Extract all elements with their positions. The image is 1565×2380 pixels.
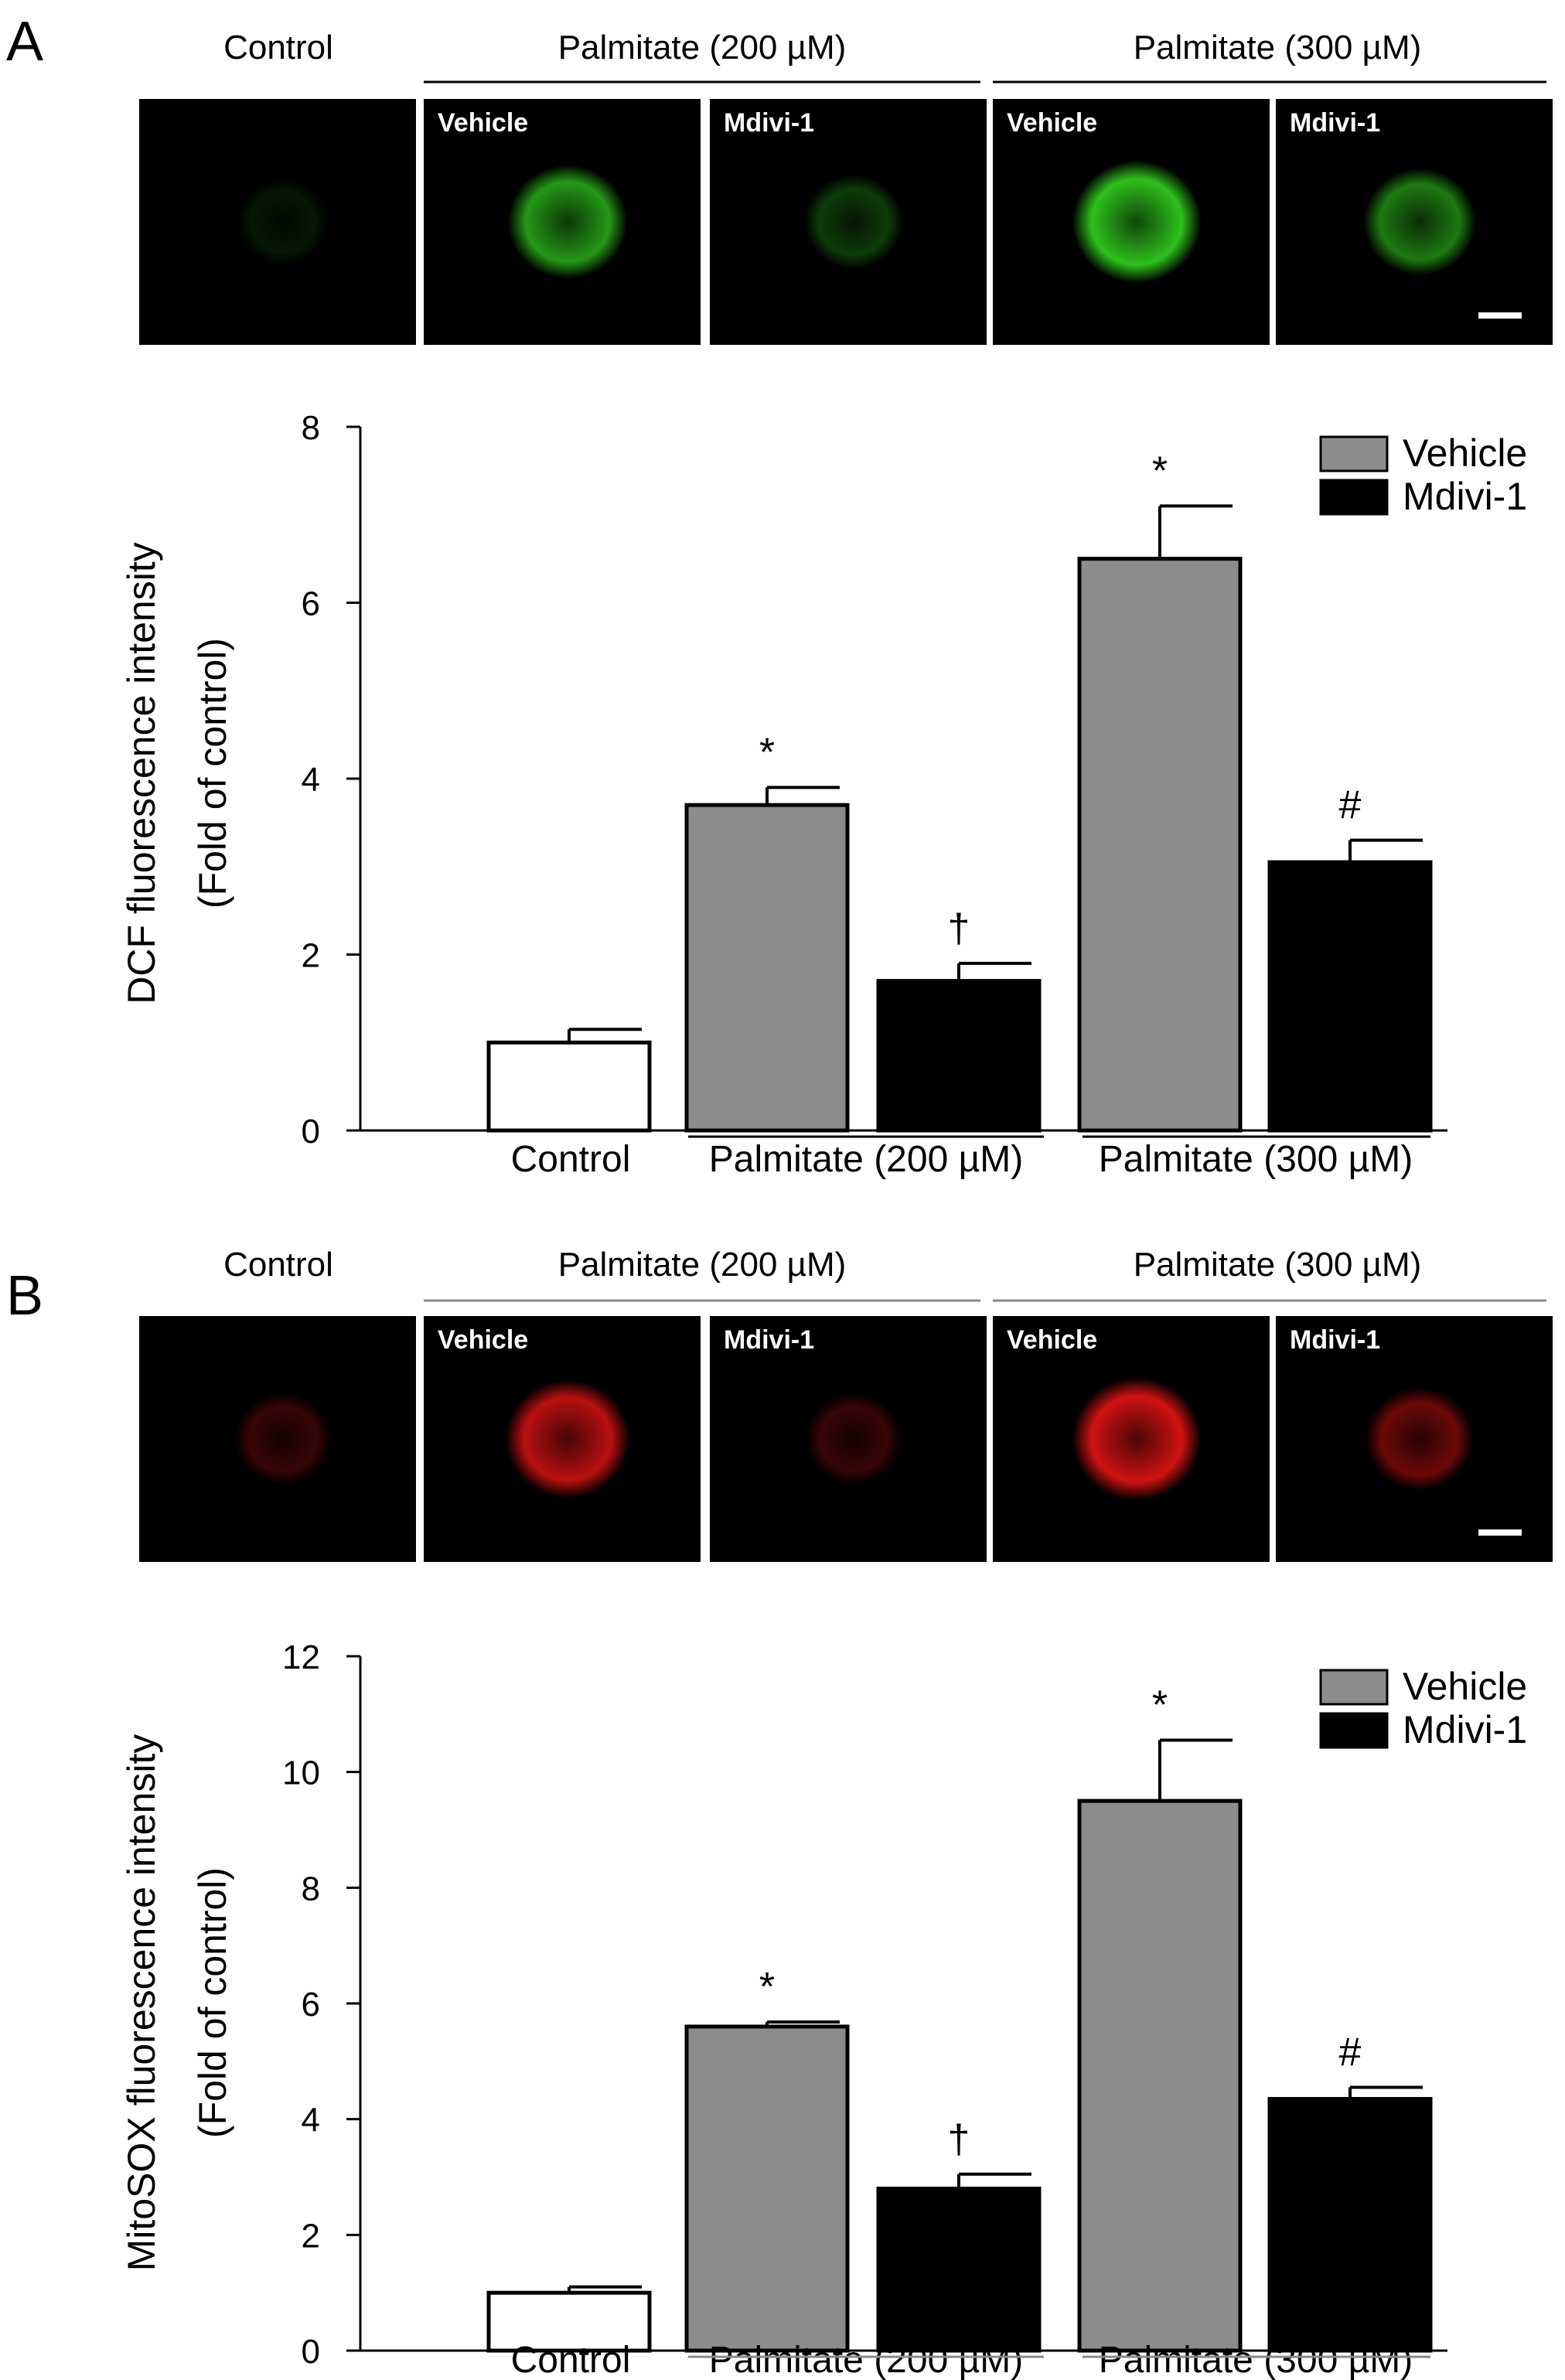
cell-fluorescence: [1072, 160, 1202, 284]
bar: [684, 803, 850, 1133]
y-tick-label: 2: [302, 937, 320, 975]
scale-bar: [1478, 312, 1522, 319]
x-group-label: Palmitate (300 µM): [1099, 2340, 1413, 2380]
bar: [486, 2290, 652, 2353]
y-tick-label: 4: [302, 761, 320, 799]
tile-label: Mdivi-1: [724, 108, 814, 138]
y-tick-label: 2: [302, 2217, 320, 2255]
panel-b: B Control Palmitate (200 µM) Palmitate (300…: [6, 1246, 1553, 2380]
tile-label: Mdivi-1: [1290, 1325, 1380, 1355]
panel-letter: A: [6, 11, 43, 73]
micrograph-tile: Mdivi-1: [710, 99, 987, 345]
y-tick-label: 10: [282, 1754, 320, 1792]
y-axis-label: (Fold of control): [191, 1867, 234, 2138]
micrograph-tile: Vehicle: [424, 99, 701, 345]
micrograph-header-group1: Palmitate (200 µM): [558, 29, 847, 66]
tile-label: Vehicle: [1007, 1325, 1097, 1355]
cell-fluorescence: [1072, 1377, 1202, 1501]
bar-chart: 0 2 4 6 8 10 12 MitoSOX fluorescence intensity (…: [120, 1638, 1527, 2380]
tile-label: Vehicle: [1007, 108, 1097, 138]
cell-fluorescence: [507, 165, 628, 279]
y-tick-label: 6: [302, 1986, 320, 2024]
legend-label: Mdivi-1: [1403, 1708, 1527, 1751]
significance-mark: *: [1152, 1683, 1168, 1728]
legend-swatch: [1319, 479, 1389, 516]
bar-chart: 0 2 4 6 8 DCF fluorescence intensity (Fold of …: [120, 409, 1527, 1180]
cell-fluorescence: [804, 175, 904, 269]
legend-swatch: [1319, 1712, 1389, 1749]
bar: [1077, 1799, 1243, 2353]
cell-fluorescence: [1366, 1387, 1475, 1491]
significance-mark: †: [948, 2117, 970, 2162]
micrograph-tile: [139, 1316, 416, 1562]
significance-mark: #: [1339, 783, 1362, 828]
micrograph-tile: Vehicle: [993, 1316, 1270, 1562]
legend-label: Vehicle: [1403, 431, 1527, 475]
micrograph-tile: Vehicle: [993, 99, 1270, 345]
micrograph-header-control: Control: [223, 29, 333, 66]
micrograph-header-group2: Palmitate (300 µM): [1134, 1246, 1422, 1284]
significance-mark: *: [759, 1965, 775, 2010]
y-axis-label: MitoSOX fluorescence intensity: [120, 1734, 163, 2272]
legend-label: Vehicle: [1403, 1665, 1527, 1708]
tile-label: Vehicle: [438, 1325, 528, 1355]
significance-mark: †: [948, 906, 970, 951]
micrograph-tile: [139, 99, 416, 345]
panel-letter: B: [6, 1265, 43, 1327]
scale-bar: [1478, 1529, 1522, 1536]
panel-a: A Control Palmitate (200 µM) Palmitate (300…: [6, 11, 1553, 1180]
legend-label: Mdivi-1: [1403, 475, 1527, 518]
cell-fluorescence: [237, 179, 329, 265]
micrograph-header-group1: Palmitate (200 µM): [558, 1246, 847, 1284]
bar: [876, 979, 1042, 1133]
tile-label: Mdivi-1: [724, 1325, 814, 1355]
x-group-label: Control: [511, 1139, 631, 1180]
micrograph-tile: Mdivi-1: [1276, 99, 1553, 345]
x-group-label: Palmitate (200 µM): [709, 2340, 1023, 2380]
significance-mark: *: [1152, 448, 1168, 493]
bar: [1077, 557, 1243, 1133]
x-group-label: Palmitate (300 µM): [1099, 1139, 1413, 1180]
bar: [1267, 2096, 1433, 2353]
legend-swatch: [1319, 1669, 1389, 1706]
tile-label: Mdivi-1: [1290, 108, 1380, 138]
legend-swatch: [1319, 435, 1389, 472]
y-tick-label: 12: [282, 1638, 320, 1676]
cell-fluorescence: [1363, 168, 1477, 276]
y-tick-label: 0: [302, 1113, 320, 1151]
bar: [486, 1040, 652, 1133]
micrograph-tile: Mdivi-1: [1276, 1316, 1553, 1562]
cell-fluorescence: [234, 1393, 332, 1485]
significance-mark: *: [759, 730, 775, 775]
y-tick-label: 8: [302, 1870, 320, 1908]
y-axis-label: DCF fluorescence intensity: [120, 542, 163, 1004]
cell-fluorescence: [805, 1393, 902, 1485]
micrograph-tile: Vehicle: [424, 1316, 701, 1562]
bar: [684, 2024, 850, 2353]
y-axis-label: (Fold of control): [191, 638, 234, 909]
bar: [876, 2186, 1042, 2353]
y-tick-label: 8: [302, 409, 320, 447]
y-tick-label: 4: [302, 2102, 320, 2140]
y-tick-label: 0: [302, 2333, 320, 2371]
x-group-label: Control: [511, 2340, 631, 2380]
micrograph-tile: Mdivi-1: [710, 1316, 987, 1562]
significance-mark: #: [1339, 2031, 1362, 2075]
micrograph-header-control: Control: [223, 1246, 333, 1284]
tile-label: Vehicle: [438, 108, 528, 138]
micrograph-header-group2: Palmitate (300 µM): [1134, 29, 1422, 66]
cell-fluorescence: [505, 1379, 630, 1499]
y-tick-label: 6: [302, 585, 320, 623]
x-group-label: Palmitate (200 µM): [709, 1139, 1023, 1180]
bar: [1267, 860, 1433, 1133]
